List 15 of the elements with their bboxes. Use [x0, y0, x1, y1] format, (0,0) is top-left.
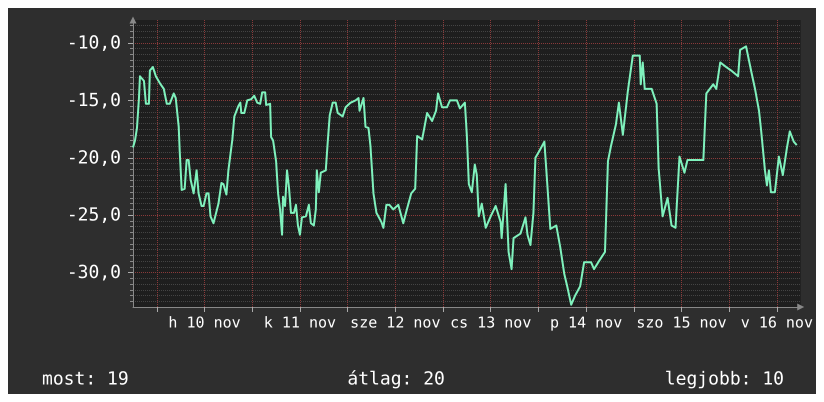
x-tick-label: v 16 nov [740, 314, 813, 332]
y-tick-label: -25,0 [66, 204, 121, 226]
y-tick-label: -30,0 [66, 262, 121, 284]
x-tick-label: sze 12 nov [350, 314, 440, 332]
x-tick-label: k 11 nov [264, 314, 336, 332]
y-tick-label: -15,0 [66, 90, 121, 111]
x-tick-label: cs 13 nov [450, 314, 532, 332]
y-tick-label: -20,0 [66, 147, 121, 168]
x-tick-label: p 14 nov [550, 314, 622, 332]
x-tick-label: h 10 nov [168, 314, 241, 332]
y-tick-label: -10,0 [66, 32, 121, 54]
text: átlag: 20 [347, 368, 445, 390]
x-tick-label: szo 15 nov [636, 314, 727, 332]
text: most: 19 [42, 368, 129, 390]
text: legjobb: 10 [664, 368, 784, 390]
